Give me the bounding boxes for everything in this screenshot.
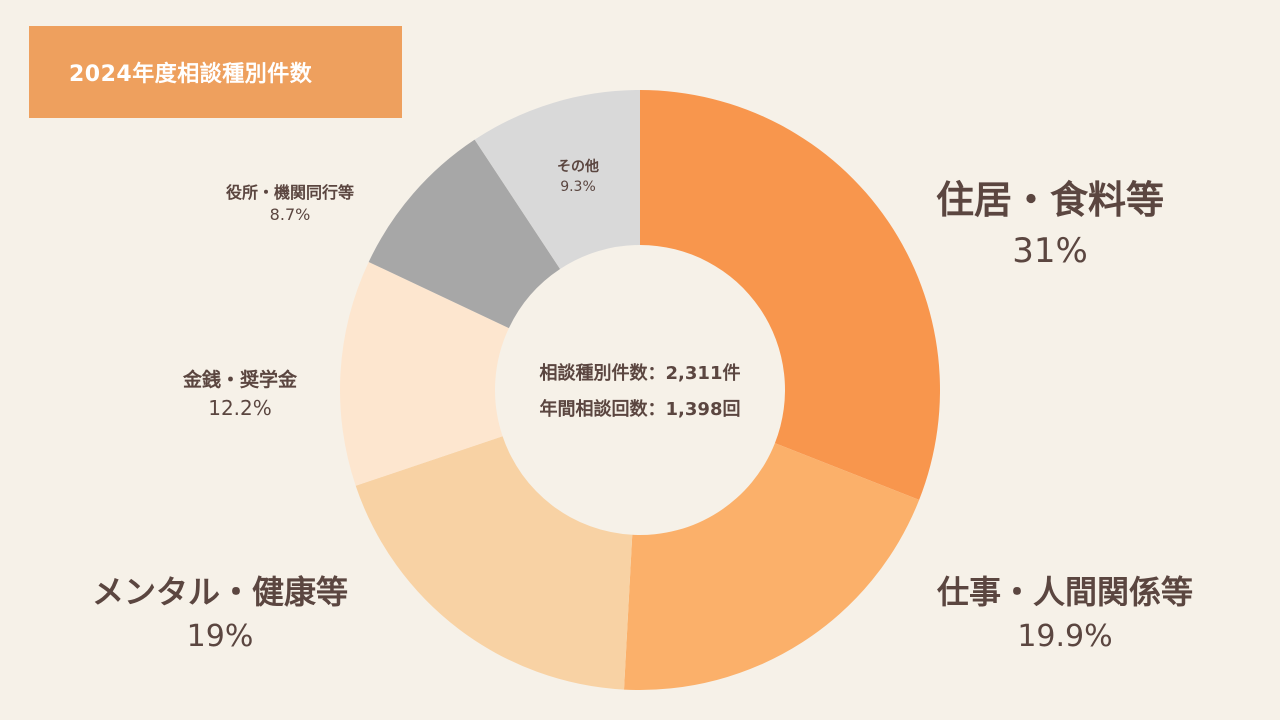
slice-label-name: メンタル・健康等 (91, 573, 348, 611)
slice-label-name: 仕事・人間関係等 (936, 573, 1193, 611)
center-summary: 相談種別件数：2,311件 年間相談回数：1,398回 (490, 356, 790, 428)
donut-slice-2 (355, 436, 633, 690)
slice-label-work: 仕事・人間関係等 19.9% (900, 572, 1230, 659)
total-count-text: 相談種別件数：2,311件 (539, 363, 741, 384)
slice-label-accompany: 役所・機関同行等 8.7% (190, 182, 390, 227)
slice-label-value: 12.2% (208, 395, 272, 420)
donut-slice-1 (624, 443, 920, 690)
title-banner: 2024年度相談種別件数 (29, 26, 402, 118)
chart-title: 2024年度相談種別件数 (69, 62, 313, 87)
slice-label-value: 19% (186, 618, 254, 654)
slice-label-name: その他 (557, 159, 599, 175)
slice-label-value: 8.7% (269, 205, 311, 225)
slice-label-housing: 住居・食料等 31% (900, 178, 1200, 278)
slice-label-value: 31% (1012, 230, 1088, 271)
slice-label-value: 9.3% (560, 178, 596, 195)
slice-label-name: 役所・機関同行等 (225, 183, 354, 202)
slice-label-value: 19.9% (1017, 618, 1113, 654)
donut-slice-3 (340, 261, 509, 486)
slice-label-name: 住居・食料等 (935, 178, 1164, 222)
donut-slice-5 (474, 90, 640, 270)
slice-label-name: 金銭・奨学金 (182, 369, 297, 391)
slice-label-money: 金銭・奨学金 12.2% (140, 367, 340, 422)
donut-slice-4 (368, 139, 561, 329)
donut-slice-0 (640, 90, 940, 500)
annual-count-text: 年間相談回数：1,398回 (539, 399, 741, 420)
slice-label-other: その他 9.3% (528, 158, 628, 196)
slice-label-mental: メンタル・健康等 19% (55, 572, 385, 659)
